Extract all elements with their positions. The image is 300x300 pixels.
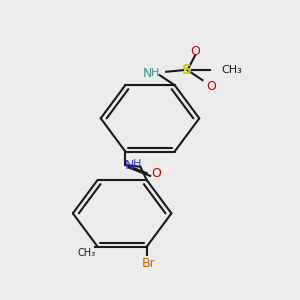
Text: H: H bbox=[133, 159, 141, 169]
Text: H: H bbox=[151, 68, 160, 79]
Text: CH₃: CH₃ bbox=[222, 65, 242, 75]
Text: Br: Br bbox=[142, 257, 156, 270]
Text: O: O bbox=[151, 167, 161, 180]
Text: N: N bbox=[125, 159, 134, 172]
Text: O: O bbox=[206, 80, 216, 93]
Text: S: S bbox=[182, 63, 193, 77]
Text: N: N bbox=[143, 67, 152, 80]
Text: O: O bbox=[190, 45, 200, 58]
Text: CH₃: CH₃ bbox=[78, 248, 96, 258]
